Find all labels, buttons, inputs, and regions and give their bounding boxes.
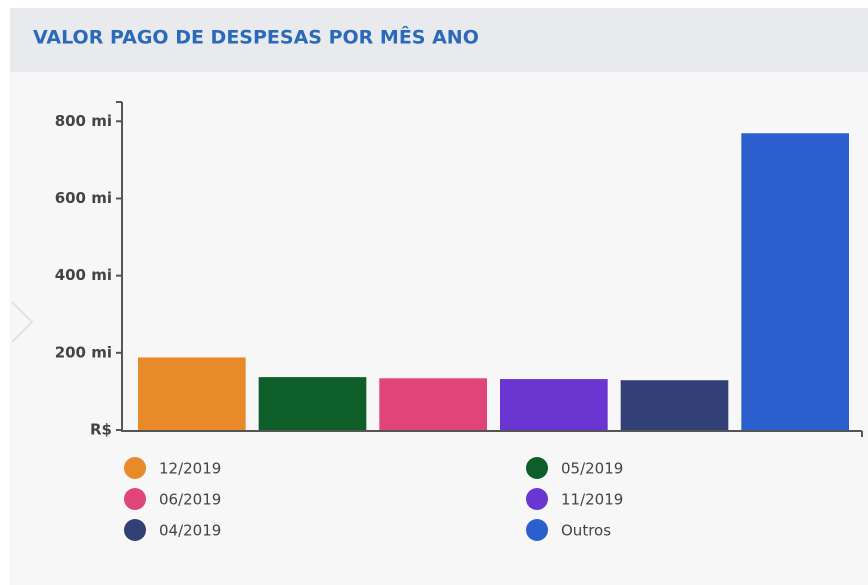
legend-label: 12/2019 <box>159 460 221 478</box>
bar <box>741 133 849 430</box>
bar <box>138 357 246 430</box>
bar <box>379 378 487 430</box>
legend-label: 11/2019 <box>561 491 623 509</box>
legend-swatch <box>526 519 548 541</box>
y-tick-label: 400 mi <box>55 266 112 284</box>
legend-swatch <box>124 457 146 479</box>
bar <box>258 377 367 430</box>
legend-swatch <box>526 457 548 479</box>
legend-swatch <box>124 488 146 510</box>
panel <box>10 72 868 585</box>
legend-swatch <box>526 488 548 510</box>
legend-label: 06/2019 <box>159 491 221 509</box>
bar <box>500 379 608 430</box>
chart-title: VALOR PAGO DE DESPESAS POR MÊS ANO <box>33 26 479 49</box>
header <box>10 8 868 72</box>
chevron[interactable] <box>11 301 34 343</box>
y-tick-label: 800 mi <box>55 112 112 130</box>
legend-label: 05/2019 <box>561 460 623 478</box>
y-tick-label: R$ <box>90 421 112 439</box>
legend-label: 04/2019 <box>159 522 221 540</box>
legend-swatch <box>124 519 146 541</box>
y-tick-label: 600 mi <box>55 189 112 207</box>
legend-label: Outros <box>561 522 611 540</box>
bar <box>620 380 729 430</box>
y-tick-label: 200 mi <box>55 343 112 361</box>
